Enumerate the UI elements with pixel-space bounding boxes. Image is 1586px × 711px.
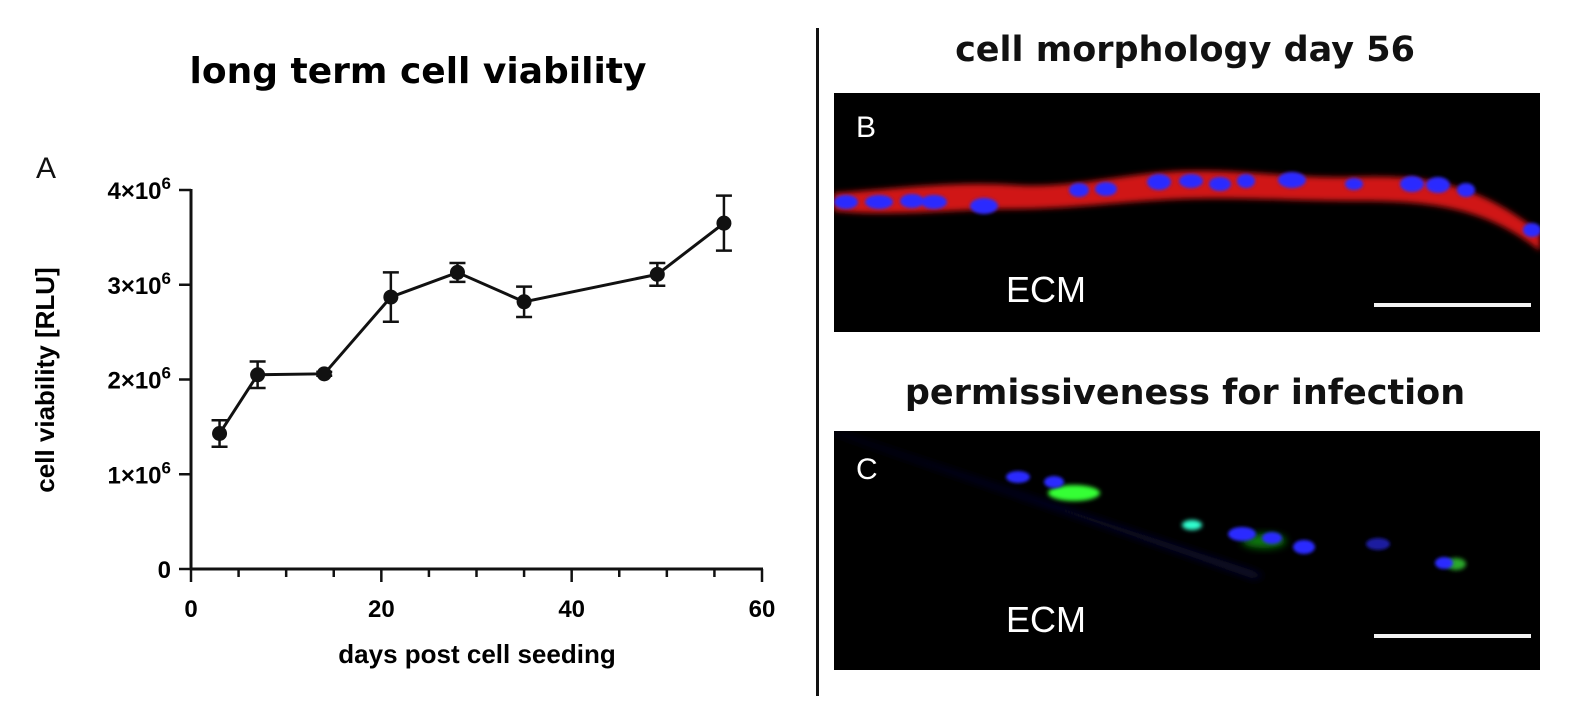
data-point: [449, 264, 465, 280]
ecm-label-b: ECM: [1006, 269, 1086, 310]
data-point: [716, 215, 732, 231]
data-point: [383, 289, 399, 305]
ecm-label-c: ECM: [1006, 599, 1086, 640]
y-tick-label: 0: [158, 557, 171, 584]
y-tick-label: 1×106: [107, 458, 171, 489]
micrograph-infection: C ECM: [834, 431, 1540, 670]
y-tick-label: 3×106: [107, 269, 171, 300]
x-tick-label: 40: [558, 596, 585, 623]
data-point: [250, 367, 266, 383]
data-point: [316, 366, 332, 382]
scale-bar-b: [1374, 303, 1531, 307]
series-line: [218, 221, 725, 435]
nuclei-stain: [834, 172, 1540, 237]
x-axis-label: days post cell seeding: [338, 639, 615, 669]
micrograph-morphology: B ECM: [834, 93, 1540, 332]
data-point: [516, 294, 532, 310]
panel-b-title: cell morphology day 56: [955, 30, 1415, 70]
x-tick-label: 20: [368, 596, 395, 623]
data-point: [212, 426, 228, 442]
x-tick-label: 60: [749, 596, 776, 623]
y-tick-label: 4×106: [107, 174, 171, 205]
y-axis-label: cell viability [RLU]: [30, 267, 60, 492]
nuclei-stain-c: [1006, 471, 1453, 569]
membrane-stain: [834, 170, 1540, 251]
panel-c-letter: C: [856, 453, 878, 486]
panel-c-title: permissiveness for infection: [904, 373, 1466, 413]
panel-a-letter: A: [36, 152, 57, 185]
y-tick-label: 2×106: [107, 364, 171, 395]
data-point: [649, 266, 665, 282]
panel-divider: [816, 28, 819, 696]
x-tick-label: 0: [184, 596, 197, 623]
viability-chart: long term cell viability cell viability …: [30, 51, 776, 669]
panel-b-letter: B: [856, 111, 877, 144]
chart-title: long term cell viability: [190, 51, 647, 92]
scale-bar-c: [1374, 634, 1531, 638]
